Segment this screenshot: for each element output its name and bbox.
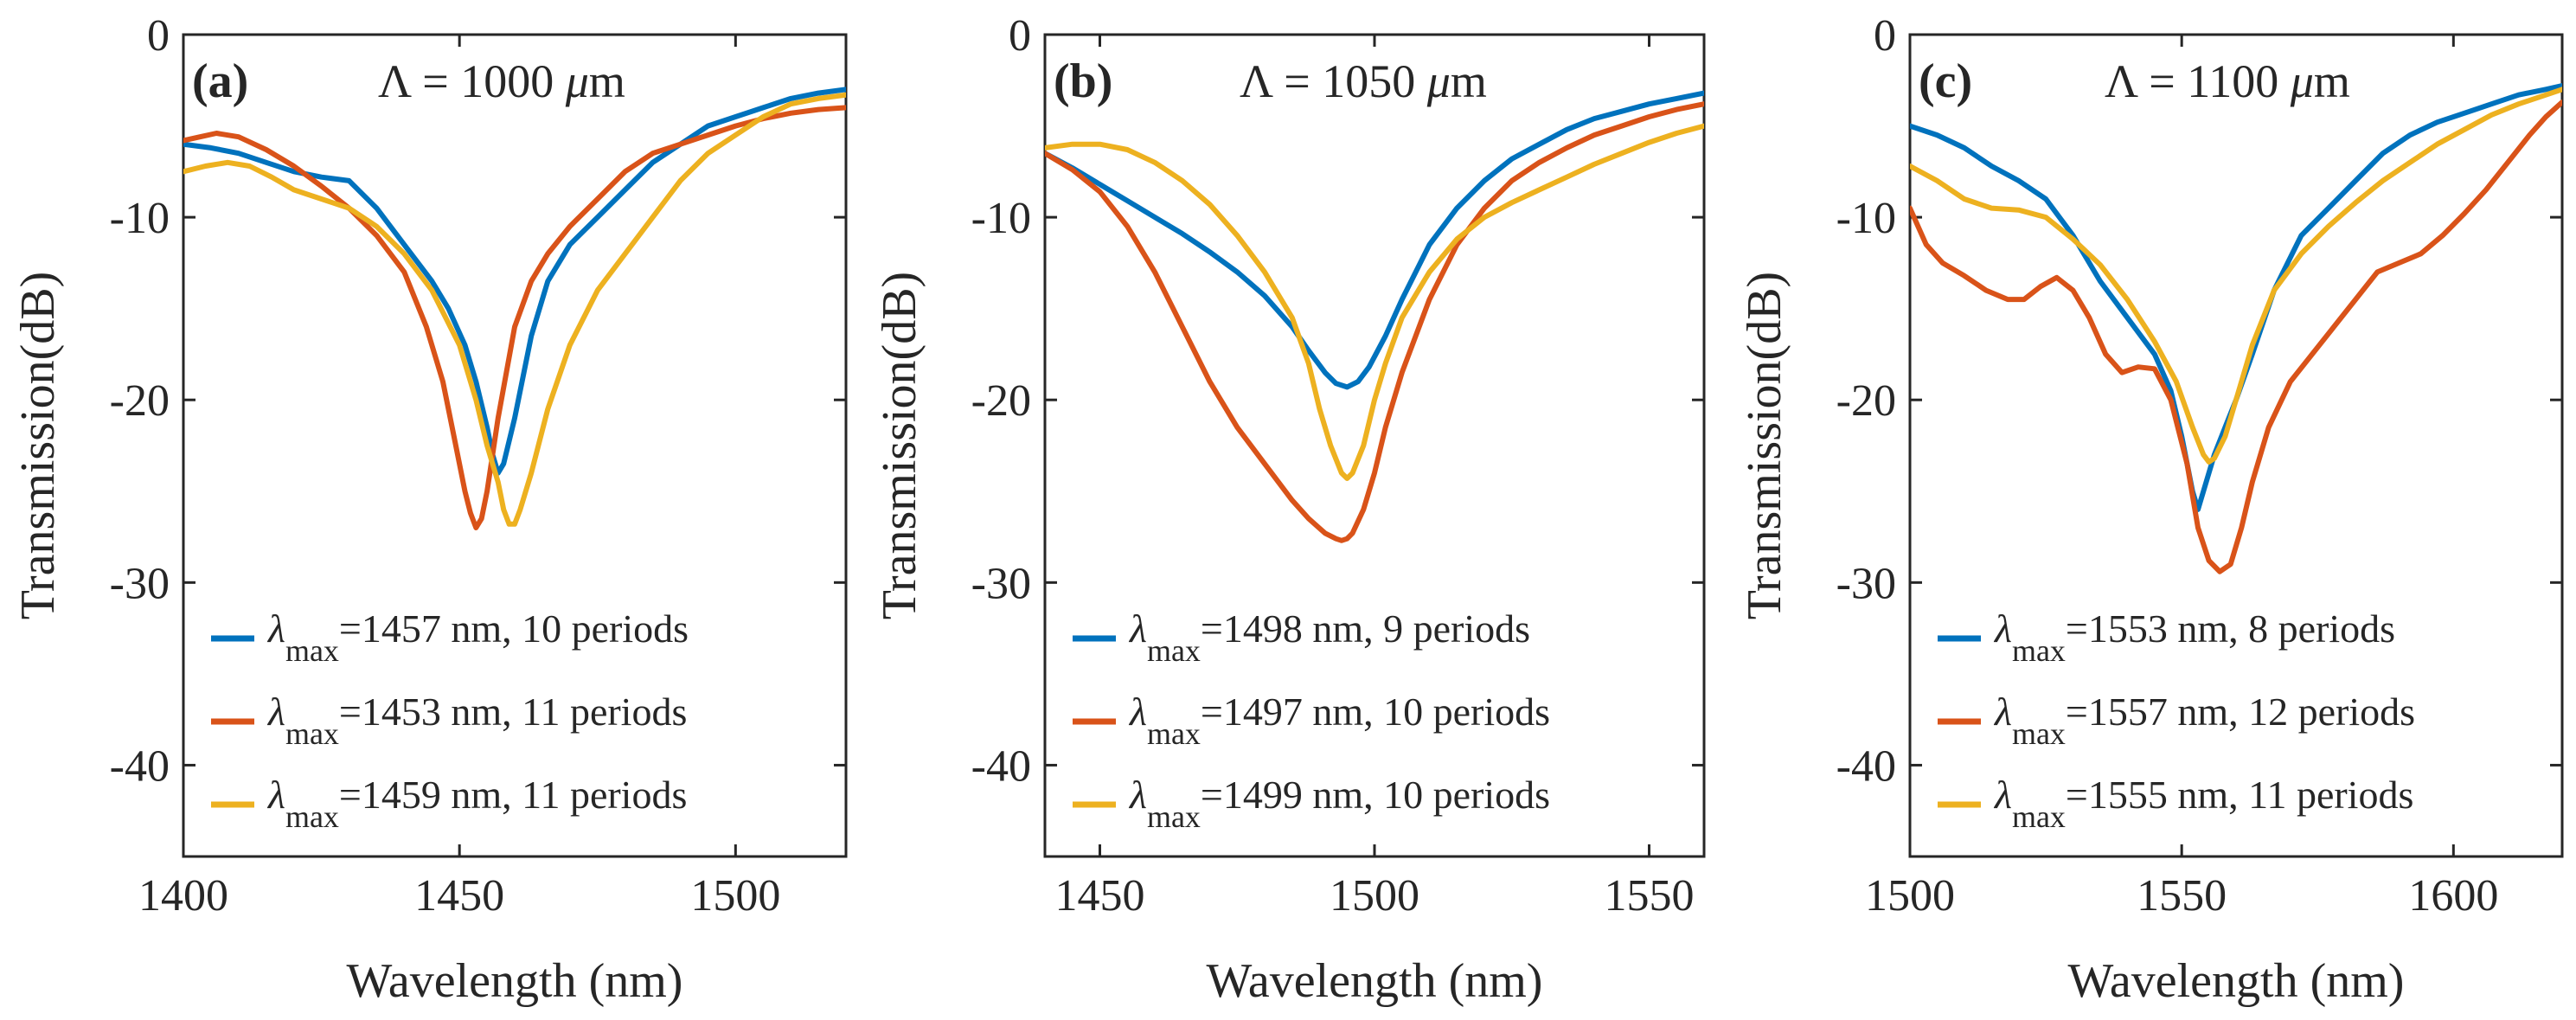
panel-c: 1500 1550 1600 0 -10 -20 -30 -40 Wavelength (nm)… [1738, 11, 2564, 1008]
series-line-3 [1910, 87, 2562, 465]
y-tick-label: -10 [971, 194, 1031, 243]
legend-entry-2: λmax=1557 nm, 12 periods [1993, 690, 2415, 751]
legend-entry-2: λmax=1497 nm, 10 periods [1128, 690, 1550, 751]
x-tick-label: 1600 [2408, 871, 2498, 921]
x-tick-label: 1550 [1605, 871, 1695, 921]
series-line-1 [1045, 90, 1704, 390]
y-tick-label: -20 [1836, 376, 1896, 426]
series-line-3 [1045, 123, 1704, 481]
panel-a: 1400 1450 1500 0 -10 -20 -30 -40 Wavelength (nm)… [11, 11, 848, 1008]
y-axis-label: Transmission(dB) [873, 272, 926, 619]
y-tick-label: -40 [971, 741, 1031, 791]
series-line-2 [183, 105, 846, 530]
y-tick-label: -10 [1836, 194, 1896, 243]
panel-b: 1450 1500 1550 0 -10 -20 -30 -40 Wavelength (nm)… [873, 11, 1706, 1008]
legend-entry-1: λmax=1457 nm, 10 periods [266, 606, 689, 668]
x-axis-label: Wavelength (nm) [1207, 954, 1543, 1008]
x-tick-label: 1500 [1330, 871, 1419, 921]
legend-entry-1: λmax=1498 nm, 9 periods [1128, 606, 1530, 668]
y-tick-label: 0 [1009, 11, 1031, 61]
series-line-2 [1045, 101, 1704, 543]
x-tick-label: 1500 [690, 871, 780, 921]
panel-title: Λ = 1100 μm [2105, 55, 2350, 107]
legend-entry-3: λmax=1555 nm, 11 periods [1993, 773, 2413, 834]
y-axis-label: Transmission(dB) [1738, 272, 1791, 619]
axes-box [1908, 33, 2564, 858]
panel-label: (b) [1054, 55, 1112, 108]
series-line-2 [1910, 99, 2562, 574]
y-tick-label: -40 [110, 741, 170, 791]
y-tick-label: -30 [971, 559, 1031, 608]
legend-entry-2: λmax=1453 nm, 11 periods [266, 690, 687, 751]
y-tick-label: 0 [1874, 11, 1896, 61]
y-tick-label: -20 [110, 376, 170, 426]
panel-title: Λ = 1000 μm [378, 55, 625, 107]
x-tick-label: 1450 [1055, 871, 1145, 921]
x-tick-label: 1450 [414, 871, 504, 921]
y-tick-label: 0 [147, 11, 170, 61]
panel-title: Λ = 1050 μm [1240, 55, 1487, 107]
series-line-3 [183, 92, 846, 527]
legend-entry-3: λmax=1499 nm, 10 periods [1128, 773, 1550, 834]
y-tick-label: -30 [1836, 559, 1896, 608]
panel-label: (a) [192, 55, 248, 108]
y-tick-label: -10 [110, 194, 170, 243]
legend-entry-3: λmax=1459 nm, 11 periods [266, 773, 687, 834]
y-tick-label: -20 [971, 376, 1031, 426]
x-tick-label: 1500 [1865, 871, 1955, 921]
legend-entry-1: λmax=1553 nm, 8 periods [1993, 606, 2395, 668]
y-tick-label: -30 [110, 559, 170, 608]
panel-label: (c) [1919, 55, 1972, 108]
x-tick-label: 1400 [138, 871, 228, 921]
y-axis-label: Transmission(dB) [11, 272, 65, 619]
y-tick-label: -40 [1836, 741, 1896, 791]
x-axis-label: Wavelength (nm) [2068, 954, 2405, 1008]
x-tick-label: 1550 [2137, 871, 2227, 921]
axes-box [182, 33, 848, 858]
x-axis-label: Wavelength (nm) [347, 954, 683, 1008]
series-line-1 [183, 87, 846, 476]
